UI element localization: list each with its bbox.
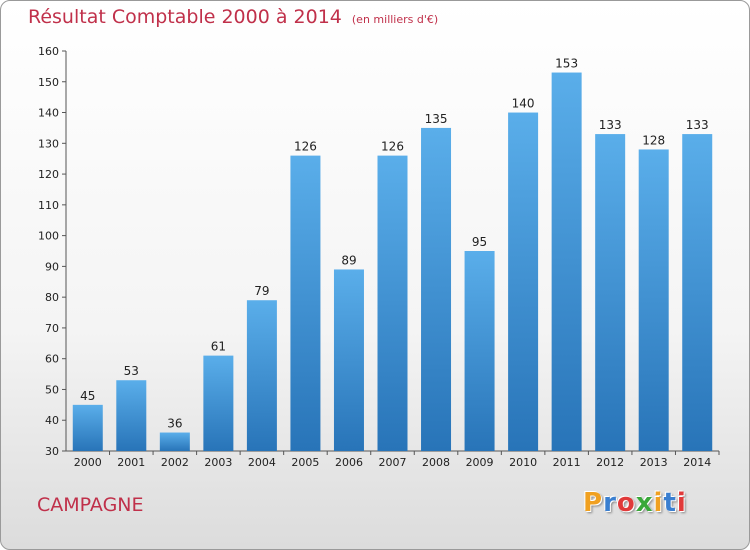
data-label: 95 <box>472 235 487 249</box>
y-tick-label: 120 <box>38 168 59 181</box>
y-tick-label: 70 <box>45 322 59 335</box>
y-tick-label: 40 <box>45 414 59 427</box>
data-label: 89 <box>341 253 356 267</box>
x-tick-label: 2011 <box>553 456 581 469</box>
x-tick-label: 2004 <box>248 456 276 469</box>
x-tick-label: 2009 <box>466 456 494 469</box>
bar <box>333 269 364 451</box>
x-tick-label: 2002 <box>161 456 189 469</box>
y-tick-label: 140 <box>38 107 59 120</box>
data-label: 53 <box>124 364 139 378</box>
bar <box>72 404 103 451</box>
x-tick-label: 2001 <box>117 456 145 469</box>
data-label: 153 <box>555 57 578 71</box>
x-tick-label: 2012 <box>596 456 624 469</box>
x-tick-label: 2014 <box>683 456 711 469</box>
logo-letter: P <box>583 488 604 518</box>
bar <box>421 127 452 451</box>
x-tick-label: 2005 <box>291 456 319 469</box>
chart-title: Résultat Comptable 2000 à 2014 (en millie… <box>28 6 439 28</box>
y-tick-label: 30 <box>45 445 59 458</box>
logo-letter: x <box>635 488 654 518</box>
data-label: 126 <box>294 140 317 154</box>
data-label: 61 <box>211 340 226 354</box>
bar <box>551 72 582 452</box>
data-label: 36 <box>167 417 182 431</box>
bar <box>116 380 147 451</box>
logo-letter: r <box>603 488 617 518</box>
y-tick-label: 110 <box>38 199 59 212</box>
proxiti-logo: Proxiti <box>583 488 687 518</box>
data-label: 45 <box>80 389 95 403</box>
data-label: 140 <box>512 97 535 111</box>
logo-letter: t <box>663 488 677 518</box>
bar <box>464 251 495 451</box>
bar <box>246 300 277 451</box>
y-tick-label: 90 <box>45 260 59 273</box>
y-tick-label: 50 <box>45 383 59 396</box>
x-tick-label: 2013 <box>640 456 668 469</box>
data-label: 128 <box>642 133 665 147</box>
bar <box>682 134 713 452</box>
data-label: 126 <box>381 140 404 154</box>
bar <box>638 149 669 451</box>
place-name: CAMPAGNE <box>37 494 144 516</box>
x-tick-label: 2010 <box>509 456 537 469</box>
y-tick-label: 130 <box>38 137 59 150</box>
y-tick-label: 150 <box>38 76 59 89</box>
x-tick-label: 2008 <box>422 456 450 469</box>
x-tick-label: 2000 <box>74 456 102 469</box>
data-label: 135 <box>425 112 448 126</box>
chart-unit: (en milliers d'€) <box>351 13 439 26</box>
data-label: 79 <box>254 284 269 298</box>
y-tick-label: 80 <box>45 291 59 304</box>
bar <box>159 432 190 451</box>
bar <box>508 112 539 452</box>
y-tick-label: 100 <box>38 230 59 243</box>
bar <box>377 155 408 451</box>
x-tick-label: 2007 <box>379 456 407 469</box>
bar <box>203 355 234 451</box>
x-tick-label: 2003 <box>204 456 232 469</box>
bar <box>595 134 626 452</box>
logo-letter: o <box>616 488 636 518</box>
logo-letter: i <box>676 488 687 518</box>
y-tick-label: 160 <box>38 45 59 58</box>
bar <box>290 155 321 451</box>
x-tick-label: 2006 <box>335 456 363 469</box>
logo-letter: i <box>653 488 664 518</box>
data-label: 133 <box>599 118 622 132</box>
y-tick-label: 60 <box>45 353 59 366</box>
data-label: 133 <box>686 118 709 132</box>
